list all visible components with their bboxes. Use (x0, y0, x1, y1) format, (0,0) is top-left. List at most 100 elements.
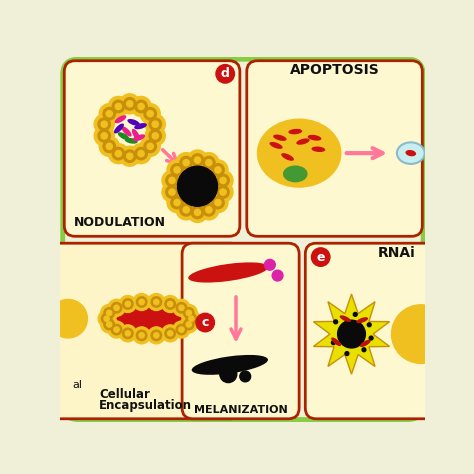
Circle shape (131, 144, 151, 164)
FancyBboxPatch shape (247, 61, 422, 237)
Circle shape (147, 110, 153, 117)
Text: d: d (221, 67, 229, 80)
Circle shape (199, 200, 219, 220)
Circle shape (98, 118, 110, 130)
Circle shape (148, 327, 165, 344)
Circle shape (166, 174, 178, 187)
Text: MELANIZATION: MELANIZATION (194, 405, 288, 415)
Text: e: e (317, 251, 325, 264)
Circle shape (220, 177, 226, 183)
Circle shape (220, 365, 237, 383)
Circle shape (176, 153, 196, 173)
Circle shape (169, 189, 175, 195)
Circle shape (167, 160, 187, 180)
Circle shape (179, 327, 184, 332)
Circle shape (176, 200, 196, 220)
Circle shape (114, 305, 119, 310)
FancyBboxPatch shape (182, 243, 299, 419)
Ellipse shape (110, 304, 188, 333)
Circle shape (101, 313, 112, 324)
Ellipse shape (356, 317, 368, 323)
Circle shape (183, 319, 194, 330)
Circle shape (337, 320, 365, 348)
Circle shape (367, 323, 371, 327)
Circle shape (334, 320, 337, 324)
Circle shape (180, 316, 197, 333)
Ellipse shape (125, 138, 138, 144)
Circle shape (162, 182, 182, 202)
Circle shape (180, 304, 197, 321)
Polygon shape (313, 294, 390, 374)
Circle shape (183, 310, 200, 327)
Circle shape (186, 322, 191, 327)
Circle shape (264, 259, 275, 270)
Circle shape (174, 167, 180, 173)
Circle shape (109, 96, 128, 117)
Circle shape (191, 154, 204, 166)
Circle shape (145, 114, 165, 134)
Text: al: al (72, 380, 82, 390)
Circle shape (104, 316, 109, 321)
Circle shape (151, 297, 162, 307)
Circle shape (176, 324, 187, 335)
Circle shape (107, 322, 112, 327)
Ellipse shape (115, 115, 127, 123)
Circle shape (180, 156, 192, 169)
Circle shape (99, 137, 119, 156)
Circle shape (125, 301, 130, 307)
Circle shape (213, 171, 233, 191)
Circle shape (392, 305, 450, 364)
Circle shape (139, 333, 144, 338)
Ellipse shape (360, 340, 371, 347)
Circle shape (140, 137, 160, 156)
Circle shape (169, 177, 175, 183)
Circle shape (194, 210, 201, 216)
Circle shape (104, 319, 114, 330)
Circle shape (186, 313, 197, 324)
Ellipse shape (283, 165, 308, 182)
Circle shape (208, 192, 228, 212)
Circle shape (345, 352, 349, 356)
Circle shape (139, 300, 144, 305)
Circle shape (100, 316, 118, 333)
Circle shape (240, 371, 251, 382)
Circle shape (145, 126, 165, 146)
Circle shape (174, 200, 180, 206)
Circle shape (167, 331, 173, 336)
Circle shape (167, 192, 187, 212)
Circle shape (177, 166, 218, 206)
Circle shape (272, 270, 283, 281)
Circle shape (112, 100, 125, 113)
FancyBboxPatch shape (64, 61, 240, 237)
Circle shape (189, 316, 194, 321)
Circle shape (109, 144, 128, 164)
Circle shape (353, 312, 357, 316)
Circle shape (123, 299, 133, 309)
Circle shape (138, 103, 144, 109)
Text: c: c (201, 316, 209, 329)
Circle shape (149, 118, 162, 130)
Ellipse shape (188, 263, 268, 283)
Circle shape (152, 121, 158, 128)
FancyBboxPatch shape (305, 243, 452, 419)
Ellipse shape (122, 127, 132, 137)
FancyBboxPatch shape (37, 243, 241, 419)
FancyBboxPatch shape (63, 59, 423, 419)
Circle shape (311, 248, 330, 266)
Circle shape (188, 150, 208, 170)
Circle shape (186, 310, 191, 316)
Circle shape (101, 133, 107, 139)
Circle shape (94, 126, 114, 146)
Text: Cellular: Cellular (99, 388, 150, 401)
Ellipse shape (134, 123, 147, 129)
Text: RNAi: RNAi (378, 246, 415, 260)
Circle shape (144, 140, 156, 153)
Circle shape (124, 98, 136, 110)
Circle shape (165, 328, 175, 338)
Circle shape (101, 121, 107, 128)
Ellipse shape (311, 146, 325, 152)
Ellipse shape (331, 337, 341, 346)
Circle shape (183, 308, 194, 318)
Circle shape (216, 64, 235, 83)
Circle shape (151, 330, 162, 341)
